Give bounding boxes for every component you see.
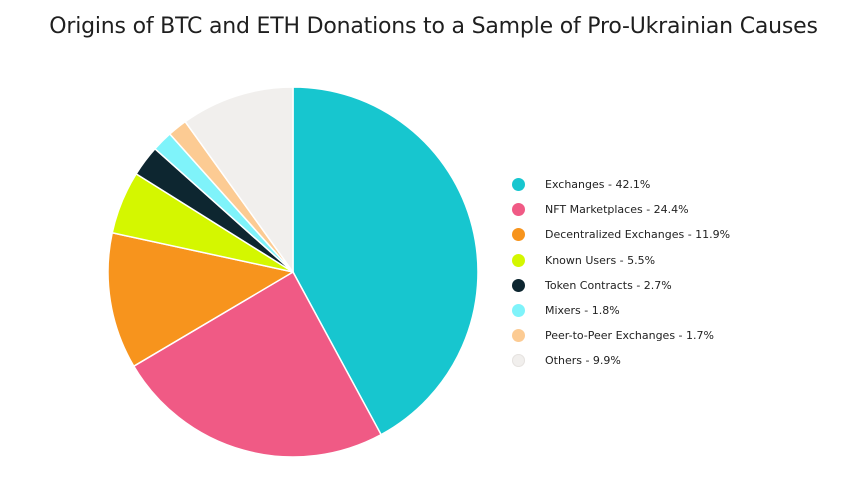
legend-label: Token Contracts - 2.7% [545,278,672,292]
legend-item-5[interactable]: Mixers - 1.8% [512,298,730,323]
legend-swatch [512,329,525,343]
chart-title: Origins of BTC and ETH Donations to a Sa… [49,14,818,39]
legend-label: Others - 9.9% [545,354,621,368]
legend-item-7[interactable]: Others - 9.9% [512,348,730,373]
legend-item-3[interactable]: Known Users - 5.5% [512,248,730,273]
legend-label: Decentralized Exchanges - 11.9% [545,228,731,242]
pie-slice-0[interactable] [292,86,479,436]
legend-item-2[interactable]: Decentralized Exchanges - 11.9% [512,222,730,247]
legend-label: Exchanges - 42.1% [545,178,651,192]
legend-label: NFT Marketplaces - 24.4% [545,203,689,217]
legend-swatch [512,228,525,242]
legend-swatch [512,178,525,192]
chart-legend: Exchanges - 42.1% NFT Marketplaces - 24.4… [512,172,730,374]
legend-swatch [512,354,525,368]
legend-item-4[interactable]: Token Contracts - 2.7% [512,273,730,298]
legend-swatch [512,203,525,217]
legend-item-0[interactable]: Exchanges - 42.1% [512,172,730,197]
legend-swatch [512,253,525,267]
legend-item-6[interactable]: Peer-to-Peer Exchanges - 1.7% [512,323,730,348]
pie-slice-2[interactable] [107,232,294,367]
legend-label: Known Users - 5.5% [545,253,656,267]
legend-swatch [512,278,525,292]
legend-item-1[interactable]: NFT Marketplaces - 24.4% [512,197,730,222]
pie-slice-7[interactable] [184,86,294,273]
legend-label: Mixers - 1.8% [545,304,620,318]
pie-slice-1[interactable] [133,271,382,458]
legend-label: Peer-to-Peer Exchanges - 1.7% [545,329,714,343]
legend-swatch [512,304,525,318]
